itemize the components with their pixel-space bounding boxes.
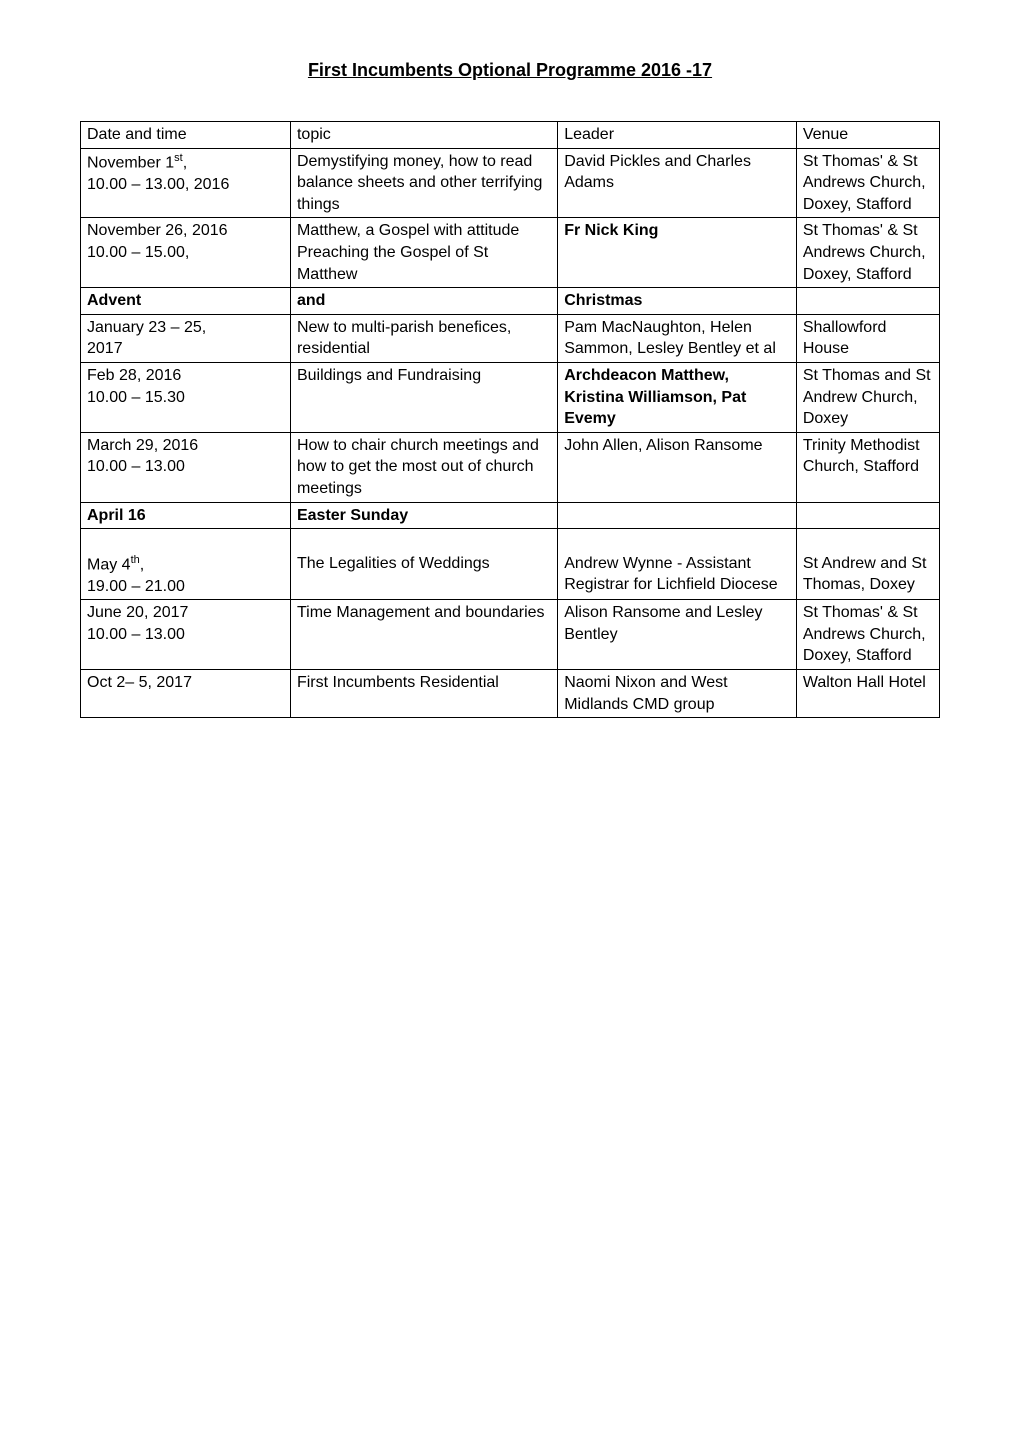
cell-topic: Buildings and Fundraising xyxy=(290,362,557,432)
section-venue xyxy=(796,502,939,529)
cell-leader: Fr Nick King xyxy=(558,218,797,288)
cell-leader: Naomi Nixon and West Midlands CMD group xyxy=(558,669,797,717)
header-date: Date and time xyxy=(81,122,291,149)
cell-date: May 4th,19.00 – 21.00 xyxy=(81,529,291,600)
table-row: May 4th,19.00 – 21.00The Legalities of W… xyxy=(81,529,940,600)
cell-date: Feb 28, 201610.00 – 15.30 xyxy=(81,362,291,432)
cell-venue: St Thomas' & St Andrews Church, Doxey, S… xyxy=(796,600,939,670)
cell-date: June 20, 201710.00 – 13.00 xyxy=(81,600,291,670)
cell-leader: John Allen, Alison Ransome xyxy=(558,432,797,502)
cell-leader: David Pickles and Charles Adams xyxy=(558,148,797,218)
cell-date: November 26, 201610.00 – 15.00, xyxy=(81,218,291,288)
cell-date: March 29, 201610.00 – 13.00 xyxy=(81,432,291,502)
table-row: April 16Easter Sunday xyxy=(81,502,940,529)
section-venue xyxy=(796,288,939,315)
cell-topic: Time Management and boundaries xyxy=(290,600,557,670)
cell-venue: Trinity Methodist Church, Stafford xyxy=(796,432,939,502)
cell-topic: How to chair church meetings and how to … xyxy=(290,432,557,502)
cell-topic: The Legalities of Weddings xyxy=(290,529,557,600)
cell-date: November 1st,10.00 – 13.00, 2016 xyxy=(81,148,291,218)
table-row: March 29, 201610.00 – 13.00How to chair … xyxy=(81,432,940,502)
section-leader xyxy=(558,502,797,529)
section-date: April 16 xyxy=(81,502,291,529)
table-row: Oct 2– 5, 2017First Incumbents Residenti… xyxy=(81,669,940,717)
cell-venue: St Thomas' & St Andrews Church, Doxey, S… xyxy=(796,218,939,288)
section-leader: Christmas xyxy=(558,288,797,315)
table-row: June 20, 201710.00 – 13.00Time Managemen… xyxy=(81,600,940,670)
cell-topic: First Incumbents Residential xyxy=(290,669,557,717)
cell-venue: St Andrew and St Thomas, Doxey xyxy=(796,529,939,600)
section-topic: and xyxy=(290,288,557,315)
table-header-row: Date and timetopicLeaderVenue xyxy=(81,122,940,149)
header-venue: Venue xyxy=(796,122,939,149)
section-date: Advent xyxy=(81,288,291,315)
table-row: January 23 – 25,2017New to multi-parish … xyxy=(81,314,940,362)
programme-table: Date and timetopicLeaderVenueNovember 1s… xyxy=(80,121,940,718)
header-topic: topic xyxy=(290,122,557,149)
cell-leader: Andrew Wynne - Assistant Registrar for L… xyxy=(558,529,797,600)
section-topic: Easter Sunday xyxy=(290,502,557,529)
header-leader: Leader xyxy=(558,122,797,149)
cell-venue: St Thomas' & St Andrews Church, Doxey, S… xyxy=(796,148,939,218)
cell-venue: St Thomas and St Andrew Church, Doxey xyxy=(796,362,939,432)
table-row: November 26, 201610.00 – 15.00,Matthew, … xyxy=(81,218,940,288)
cell-venue: Walton Hall Hotel xyxy=(796,669,939,717)
cell-date: January 23 – 25,2017 xyxy=(81,314,291,362)
cell-venue: Shallowford House xyxy=(796,314,939,362)
cell-topic: Demystifying money, how to read balance … xyxy=(290,148,557,218)
cell-leader: Alison Ransome and Lesley Bentley xyxy=(558,600,797,670)
page-title: First Incumbents Optional Programme 2016… xyxy=(80,60,940,81)
table-row: AdventandChristmas xyxy=(81,288,940,315)
table-row: Feb 28, 201610.00 – 15.30Buildings and F… xyxy=(81,362,940,432)
cell-date: Oct 2– 5, 2017 xyxy=(81,669,291,717)
cell-topic: Matthew, a Gospel with attitudePreaching… xyxy=(290,218,557,288)
cell-leader: Archdeacon Matthew, Kristina Williamson,… xyxy=(558,362,797,432)
cell-topic: New to multi-parish benefices, residenti… xyxy=(290,314,557,362)
cell-leader: Pam MacNaughton, Helen Sammon, Lesley Be… xyxy=(558,314,797,362)
table-row: November 1st,10.00 – 13.00, 2016Demystif… xyxy=(81,148,940,218)
